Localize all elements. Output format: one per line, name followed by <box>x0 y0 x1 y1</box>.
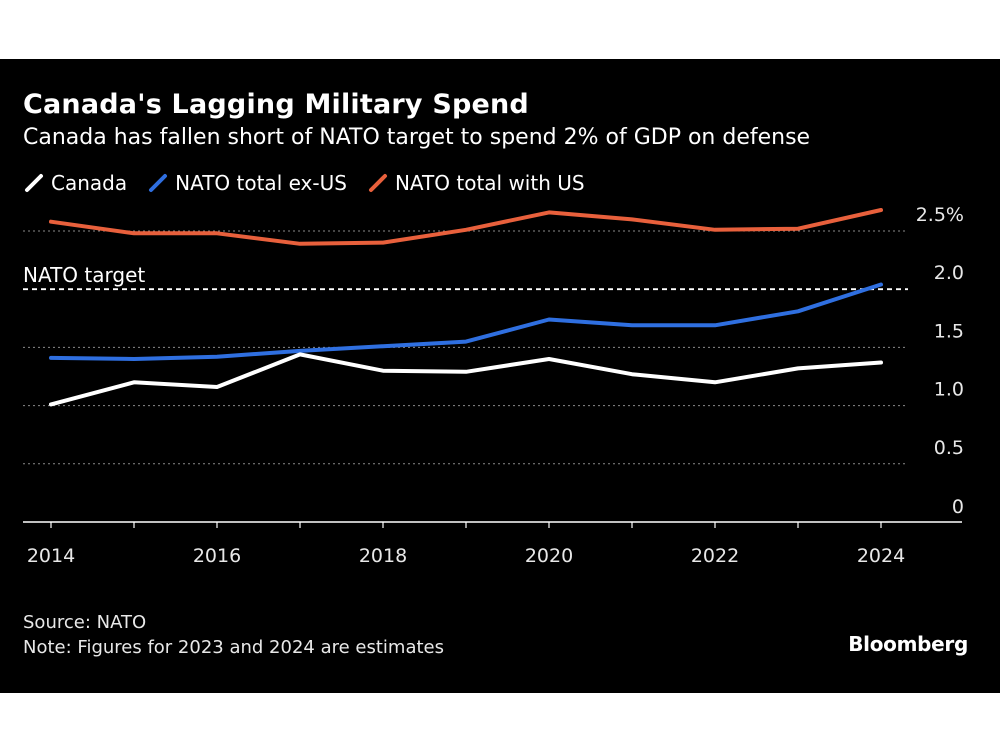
chart-subtitle: Canada has fallen short of NATO target t… <box>23 125 811 150</box>
legend-item-nato-with-us: NATO total with US <box>367 171 585 195</box>
line-chart: 0 0.5 1.0 1.5 2.0 2.5% NATO target 2014 2016 2018… <box>23 204 964 567</box>
legend-item-canada: Canada <box>23 171 127 195</box>
bloomberg-logo: Bloomberg <box>848 632 968 656</box>
series-line-nato-total-with-us <box>49 208 883 246</box>
legend-label-nato-with-us: NATO total with US <box>394 171 585 195</box>
y-tick-label: 0 <box>952 496 964 518</box>
x-tick-label: 2020 <box>525 545 573 567</box>
y-tick-label: 2.0 <box>934 262 964 284</box>
legend-swatch-nato-with-us <box>368 174 387 192</box>
legend-swatch-nato-ex-us <box>149 174 168 192</box>
chart-title: Canada's Lagging Military Spend <box>23 89 529 120</box>
x-tick-label: 2024 <box>857 545 905 567</box>
legend-swatch-canada <box>25 174 43 192</box>
legend-label-nato-ex-us: NATO total ex-US <box>175 171 347 195</box>
source-note: Source: NATO <box>23 612 147 633</box>
y-tick-label: 2.5% <box>916 204 964 226</box>
y-tick-label: 1.0 <box>934 379 964 401</box>
legend-item-nato-ex-us: NATO total ex-US <box>147 171 347 195</box>
y-tick-label: 1.5 <box>934 320 964 342</box>
x-tick-label: 2022 <box>691 545 739 567</box>
x-tick-label: 2016 <box>193 545 241 567</box>
y-tick-label: 0.5 <box>934 437 964 459</box>
chart-frame: Canada's Lagging Military Spend Canada h… <box>0 59 1000 693</box>
series-line-canada <box>49 352 883 407</box>
x-tick-label: 2014 <box>27 545 75 567</box>
series-line-nato-total-ex-us <box>49 282 883 361</box>
chart-legend: Canada NATO total ex-US NATO total with … <box>23 171 605 195</box>
legend-label-canada: Canada <box>51 171 128 195</box>
x-tick-label: 2018 <box>359 545 407 567</box>
estimate-note: Note: Figures for 2023 and 2024 are esti… <box>23 637 444 658</box>
nato-target-label: NATO target <box>23 263 145 287</box>
